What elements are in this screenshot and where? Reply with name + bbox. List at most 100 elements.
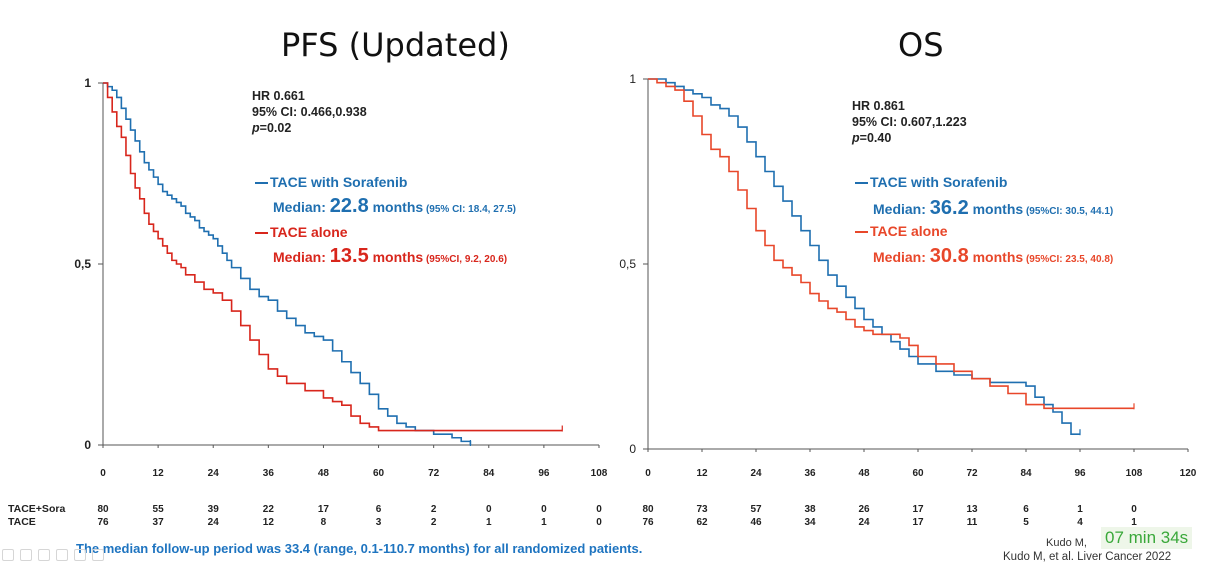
risk-cell: 8 — [321, 517, 327, 528]
grid-icon[interactable] — [74, 549, 86, 561]
pfs-median-tace: Median: 13.5 months (95%CI, 9.2, 20.6) — [273, 245, 507, 268]
citation-short: Kudo M, — [1046, 537, 1087, 549]
risk-cell: 13 — [966, 504, 978, 515]
y-tick-label: 0 — [84, 438, 91, 452]
x-tick-label: 72 — [428, 468, 440, 479]
risk-cell: 80 — [97, 504, 109, 515]
pfs-p-value: =0.02 — [259, 121, 292, 135]
km-curve-tace — [648, 78, 1134, 410]
os-p-label: p — [852, 131, 860, 145]
risk-cell: 0 — [541, 504, 547, 515]
risk-cell: 3 — [376, 517, 382, 528]
legend-line-red — [255, 232, 268, 235]
x-tick-label: 60 — [373, 468, 385, 479]
x-tick-label: 36 — [804, 468, 816, 479]
median-prefix: Median: — [873, 201, 930, 217]
risk-cell: 0 — [596, 504, 602, 515]
y-tick-label: 0,5 — [619, 257, 636, 271]
x-tick-label: 36 — [263, 468, 275, 479]
os-legend-tace-label: TACE alone — [870, 223, 948, 239]
x-tick-label: 84 — [483, 468, 495, 479]
km-curve-sorafenib — [103, 82, 472, 445]
risk-cell: 0 — [596, 517, 602, 528]
pfs-legend-sorafenib: TACE with Sorafenib — [255, 174, 407, 190]
x-tick-label: 60 — [912, 468, 924, 479]
risk-cell: 2 — [431, 517, 437, 528]
y-tick-label: 0,5 — [74, 257, 91, 271]
x-tick-label: 108 — [1126, 468, 1143, 479]
risk-cell: 37 — [153, 517, 165, 528]
risk-cell: 39 — [208, 504, 220, 515]
pfs-p-label: p — [252, 121, 260, 135]
legend-line-blue — [855, 182, 868, 185]
pfs-p: p=0.02 — [252, 120, 367, 136]
risk-cell: 6 — [376, 504, 382, 515]
legend-line-red — [855, 231, 868, 234]
x-tick-label: 48 — [318, 468, 330, 479]
os-p: p=0.40 — [852, 130, 967, 146]
y-tick-label: 1 — [84, 76, 91, 90]
median-unit: months — [368, 199, 424, 215]
risk-row-label: TACE — [8, 516, 36, 528]
x-tick-label: 12 — [696, 468, 708, 479]
os-hr: HR 0.861 — [852, 99, 905, 113]
median-unit: months — [968, 201, 1024, 217]
risk-cell: 17 — [912, 504, 924, 515]
risk-cell: 73 — [696, 504, 708, 515]
pfs-legend-sorafenib-label: TACE with Sorafenib — [270, 174, 408, 190]
y-tick-label: 0 — [629, 442, 636, 456]
risk-cell: 34 — [804, 517, 816, 528]
risk-cell: 26 — [858, 504, 870, 515]
x-tick-label: 72 — [966, 468, 978, 479]
pfs-title: PFS (Updated) — [281, 26, 510, 64]
risk-cell: 24 — [858, 517, 870, 528]
median-prefix: Median: — [873, 249, 930, 265]
risk-cell: 17 — [912, 517, 924, 528]
risk-cell: 0 — [486, 504, 492, 515]
median-unit: months — [968, 249, 1024, 265]
pfs-median-sorafenib: Median: 22.8 months (95% CI: 18.4, 27.5) — [273, 195, 516, 218]
risk-cell: 12 — [263, 517, 275, 528]
os-stats: HR 0.861 95% CI: 0.607,1.223 p=0.40 — [852, 98, 967, 146]
legend-line-blue — [255, 182, 268, 185]
os-median-tace: Median: 30.8 months (95%CI: 23.5, 40.8) — [873, 245, 1113, 268]
pen-icon[interactable] — [38, 549, 50, 561]
risk-row-label: TACE+Sora — [8, 503, 65, 515]
x-tick-label: 0 — [645, 468, 651, 479]
more-icon[interactable] — [92, 549, 104, 561]
risk-cell: 11 — [967, 517, 978, 528]
risk-cell: 5 — [1023, 517, 1029, 528]
y-tick-label: 1 — [629, 72, 636, 86]
median-ci: (95%CI, 9.2, 20.6) — [423, 254, 508, 265]
x-tick-label: 120 — [1180, 468, 1197, 479]
median-prefix: Median: — [273, 199, 330, 215]
risk-cell: 22 — [263, 504, 275, 515]
risk-cell: 55 — [153, 504, 165, 515]
median-value: 30.8 — [929, 245, 969, 267]
pfs-legend-tace: TACE alone — [255, 224, 348, 240]
risk-cell: 24 — [208, 517, 220, 528]
x-tick-label: 24 — [750, 468, 762, 479]
risk-cell: 57 — [750, 504, 762, 515]
median-ci: (95% CI: 18.4, 27.5) — [423, 204, 516, 215]
median-prefix: Median: — [273, 249, 330, 265]
risk-cell: 2 — [431, 504, 437, 515]
next-icon[interactable] — [20, 549, 32, 561]
x-tick-label: 48 — [858, 468, 870, 479]
os-ci: 95% CI: 0.607,1.223 — [852, 115, 967, 129]
follow-up-footnote: The median follow-up period was 33.4 (ra… — [76, 541, 643, 556]
prev-icon[interactable] — [2, 549, 14, 561]
median-value: 22.8 — [329, 195, 369, 217]
x-tick-label: 84 — [1020, 468, 1032, 479]
risk-cell: 80 — [642, 504, 654, 515]
zoom-icon[interactable] — [56, 549, 68, 561]
median-value: 36.2 — [929, 197, 969, 219]
risk-cell: 1 — [486, 517, 492, 528]
km-curve-sorafenib — [648, 78, 1080, 435]
risk-cell: 17 — [318, 504, 330, 515]
x-tick-label: 96 — [1074, 468, 1086, 479]
risk-cell: 0 — [1131, 504, 1137, 515]
median-value: 13.5 — [329, 245, 369, 267]
os-title: OS — [898, 26, 944, 64]
